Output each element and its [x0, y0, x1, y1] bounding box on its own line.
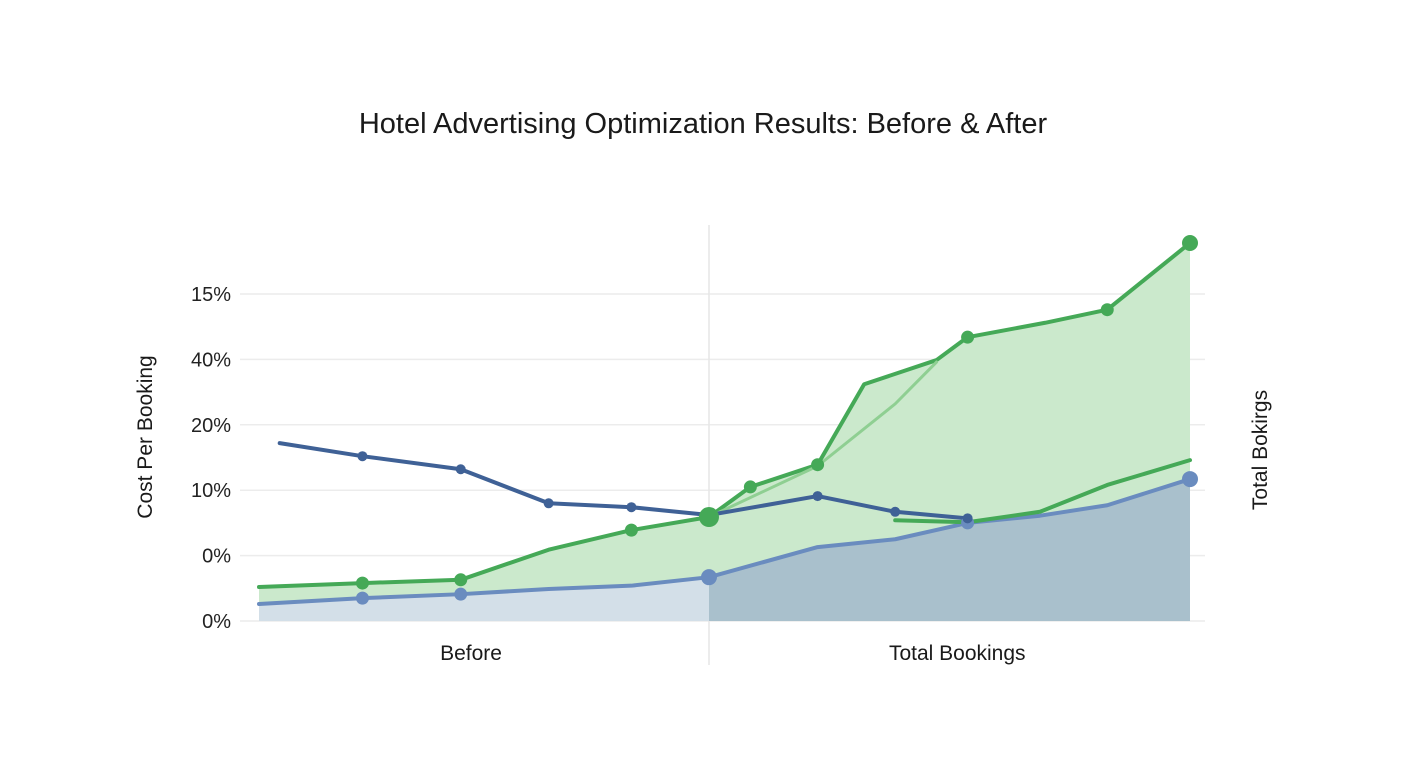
marker-green-upper [355, 576, 369, 590]
marker-green-upper [624, 523, 638, 537]
marker-blue-lower [1182, 471, 1198, 488]
marker-green-upper [1182, 234, 1198, 251]
y-tick-label: 0% [202, 546, 231, 568]
line-blue-lower [257, 477, 1192, 606]
series-markers [355, 234, 1198, 605]
marker-blue-cost [890, 506, 901, 517]
y-tick-label: 20% [191, 415, 231, 437]
marker-green-upper [811, 458, 825, 472]
x-category-label-before: Before [440, 642, 502, 665]
y-tick-label: 40% [191, 349, 231, 371]
y-axis-label-right: Total Bokirgs [1249, 390, 1272, 510]
line-green-faint [707, 360, 939, 519]
line-green-lower [893, 458, 1192, 525]
y-tick-label: 15% [191, 284, 231, 306]
area-fills [259, 242, 1190, 621]
marker-green-upper [743, 480, 757, 494]
marker-blue-lower [454, 587, 468, 601]
marker-blue-lower [700, 569, 717, 586]
area-blue-after [708, 479, 1190, 621]
y-tick-label: 10% [191, 480, 231, 502]
marker-blue-cost [357, 451, 368, 462]
marker-blue-cost [812, 491, 823, 502]
marker-green-upper [1100, 303, 1114, 317]
series-lines [257, 240, 1192, 606]
marker-green-upper [454, 573, 468, 587]
y-axis-ticks: 0% 0% 10% 20% 40% 15% [191, 284, 231, 633]
marker-blue-cost [626, 502, 637, 513]
marker-blue-cost [455, 464, 466, 475]
line-green-upper [257, 240, 1192, 589]
marker-green-upper [698, 507, 719, 528]
y-tick-label: 0% [202, 611, 231, 633]
chart-title: Hotel Advertising Optimization Results: … [359, 108, 1048, 140]
y-axis-label-left: Cost Per Booking [134, 355, 157, 518]
marker-blue-cost [962, 513, 973, 524]
marker-blue-cost [543, 498, 554, 509]
marker-blue-lower [355, 591, 369, 605]
x-category-label-total-bookings: Total Bookings [889, 642, 1026, 665]
marker-green-upper [961, 330, 975, 344]
